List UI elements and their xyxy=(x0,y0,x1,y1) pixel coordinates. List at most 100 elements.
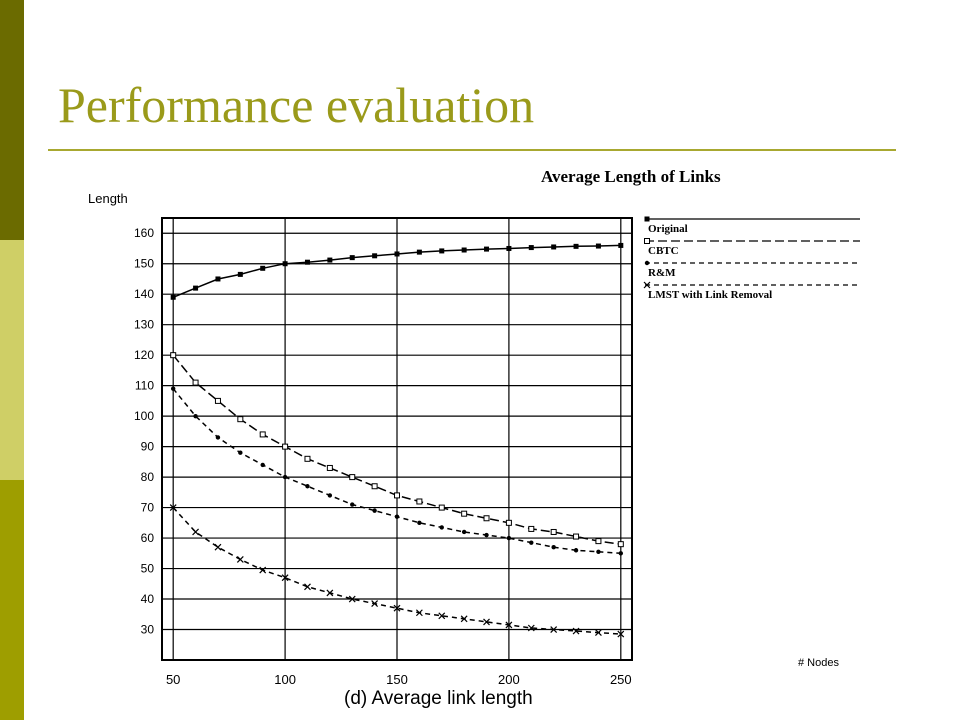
data-point xyxy=(618,242,624,248)
data-point xyxy=(505,621,513,629)
y-axis-label: Length xyxy=(88,191,128,206)
data-point xyxy=(192,528,199,536)
tick-labels: 30 40 50 60 70 80 90 100 110 120 130 140 150 160 50 100… xyxy=(134,226,632,687)
data-point xyxy=(461,510,468,517)
data-point xyxy=(644,260,650,266)
data-point xyxy=(193,285,199,291)
data-point xyxy=(170,352,177,359)
data-point xyxy=(260,265,266,271)
data-point xyxy=(506,535,512,541)
data-point xyxy=(461,247,467,253)
series-lmst-with-link-removal xyxy=(169,504,625,638)
title-divider xyxy=(48,149,896,151)
y-tick-label: 140 xyxy=(134,287,154,301)
data-point xyxy=(281,574,289,582)
data-point xyxy=(349,474,356,481)
y-tick-label: 110 xyxy=(135,379,154,393)
data-point xyxy=(237,271,243,277)
data-point xyxy=(372,508,377,513)
slide-title: Performance evaluation xyxy=(58,77,535,133)
data-point xyxy=(595,538,602,545)
data-point xyxy=(327,493,333,498)
x-axis-label-right: # Nodes xyxy=(798,657,839,669)
data-point xyxy=(259,566,267,574)
legend-item: Original xyxy=(644,216,860,235)
data-point xyxy=(551,545,556,550)
x-tick-label: 50 xyxy=(166,672,180,687)
data-point xyxy=(550,626,558,633)
data-point xyxy=(305,484,310,489)
data-point xyxy=(528,525,535,532)
data-point xyxy=(237,416,244,423)
data-point xyxy=(170,294,176,300)
data-point xyxy=(461,529,467,535)
legend-label: R&M xyxy=(648,267,676,279)
data-point xyxy=(618,551,624,556)
chart-legend: Original CBTC R&M LMST with Link Removal xyxy=(643,216,860,301)
data-point xyxy=(439,525,444,530)
chart-grid xyxy=(162,218,632,660)
data-point xyxy=(304,259,310,265)
legend-item: LMST with Link Removal xyxy=(643,281,860,301)
data-point xyxy=(282,443,289,450)
y-tick-label: 90 xyxy=(141,440,155,454)
y-tick-label: 80 xyxy=(141,470,155,484)
series-cbtc xyxy=(170,352,624,548)
legend-label: LMST with Link Removal xyxy=(648,289,772,301)
data-point xyxy=(371,483,378,490)
data-point xyxy=(527,624,535,632)
data-point xyxy=(550,528,557,535)
data-point xyxy=(617,541,624,548)
data-point xyxy=(215,276,221,282)
x-tick-label: 100 xyxy=(274,672,296,687)
data-point xyxy=(573,548,579,553)
data-point xyxy=(596,549,601,554)
data-point xyxy=(417,520,422,526)
data-point xyxy=(327,257,333,263)
data-point xyxy=(416,249,422,255)
data-point xyxy=(484,532,489,538)
decor-band-top xyxy=(0,0,24,240)
series-lines xyxy=(169,242,625,638)
data-point xyxy=(643,281,651,289)
x-tick-label: 250 xyxy=(610,672,632,687)
data-point xyxy=(326,464,333,471)
x-tick-label: 150 xyxy=(386,672,408,687)
data-point xyxy=(573,243,579,249)
data-point xyxy=(439,248,445,254)
data-point xyxy=(214,397,221,404)
data-point xyxy=(415,609,423,617)
data-point xyxy=(595,629,602,636)
decor-band-bottom xyxy=(0,480,24,720)
data-point xyxy=(460,615,468,623)
data-point xyxy=(394,251,400,257)
y-tick-label: 160 xyxy=(134,226,154,240)
data-point xyxy=(372,253,378,259)
data-point xyxy=(260,462,265,468)
data-point xyxy=(644,216,650,222)
legend-item: R&M xyxy=(644,260,860,279)
data-point xyxy=(505,519,512,526)
data-point xyxy=(371,600,379,608)
legend-item: CBTC xyxy=(644,238,860,257)
y-tick-label: 100 xyxy=(134,409,154,423)
data-point xyxy=(192,379,199,386)
y-tick-label: 70 xyxy=(141,501,155,515)
data-point xyxy=(483,515,490,522)
data-point xyxy=(483,618,490,626)
data-point xyxy=(572,627,580,635)
data-point xyxy=(236,555,244,563)
data-point xyxy=(573,533,580,540)
data-point xyxy=(282,261,288,267)
data-point xyxy=(438,612,446,620)
chart-title: Average Length of Links xyxy=(541,167,721,186)
series-r-m xyxy=(170,386,624,556)
data-point xyxy=(529,540,534,545)
data-point xyxy=(551,244,557,250)
data-point xyxy=(416,498,423,505)
y-tick-label: 130 xyxy=(134,318,154,332)
y-tick-label: 60 xyxy=(141,531,155,545)
data-point xyxy=(394,514,400,519)
y-tick-label: 40 xyxy=(141,592,155,606)
